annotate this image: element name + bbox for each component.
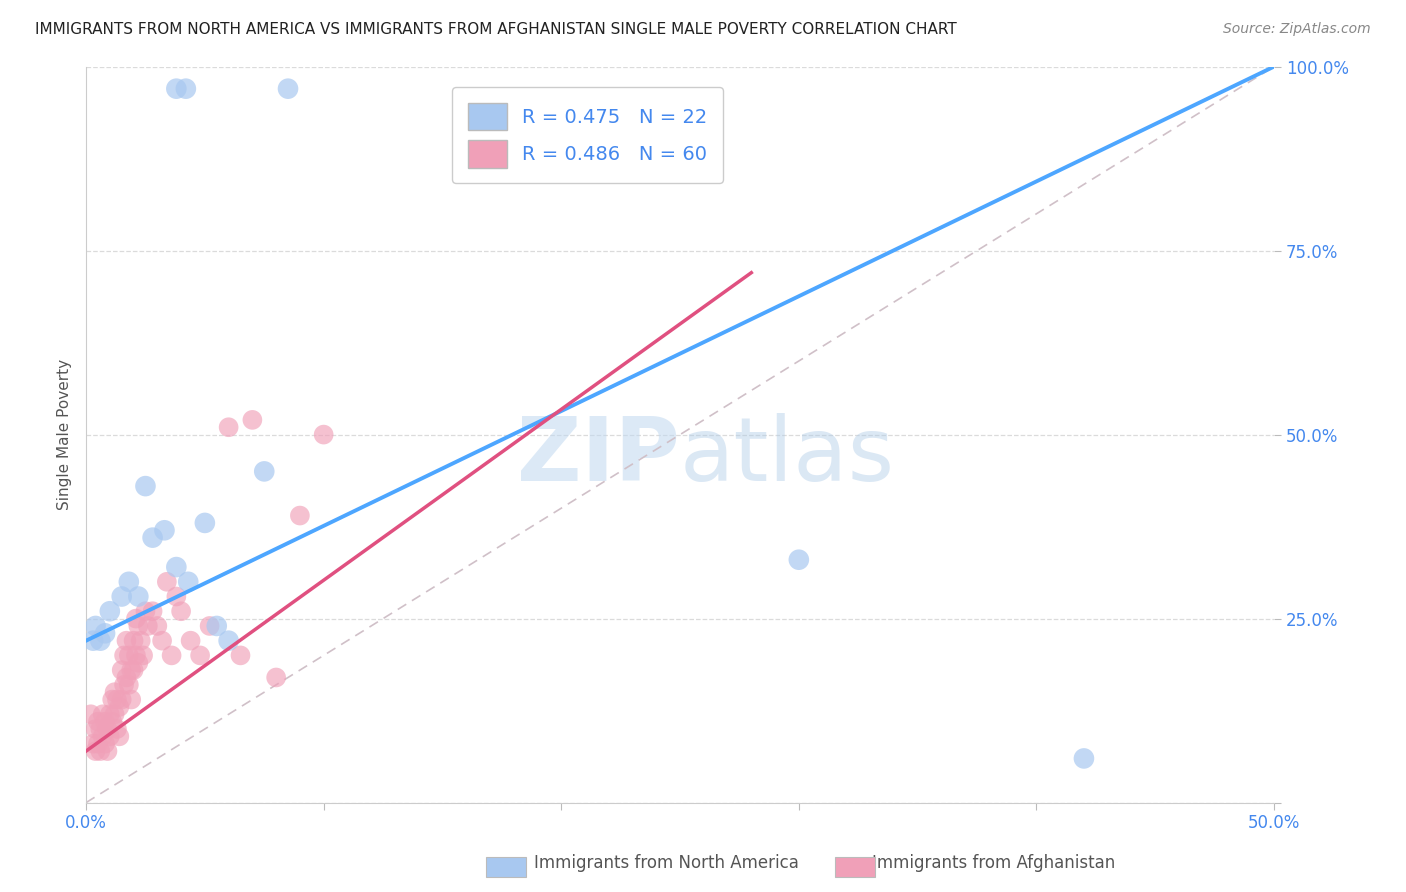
Legend: R = 0.475   N = 22, R = 0.486   N = 60: R = 0.475 N = 22, R = 0.486 N = 60: [453, 87, 723, 183]
Point: [142, 531, 165, 545]
Point: [127, 590, 149, 604]
Text: Immigrants from Afghanistan: Immigrants from Afghanistan: [872, 855, 1115, 872]
Point: [105, 692, 128, 706]
Point: [156, 574, 179, 589]
Point: [1073, 751, 1095, 765]
Point: [111, 590, 134, 604]
Text: atlas: atlas: [681, 413, 896, 500]
Point: [111, 692, 134, 706]
Point: [277, 81, 299, 95]
Point: [118, 648, 141, 663]
Point: [80, 707, 103, 722]
Point: [153, 523, 176, 537]
Point: [146, 619, 169, 633]
Point: [101, 714, 124, 729]
Point: [101, 692, 124, 706]
Point: [136, 619, 159, 633]
Point: [82, 737, 104, 751]
Text: Immigrants from North America: Immigrants from North America: [534, 855, 799, 872]
Point: [115, 633, 138, 648]
Y-axis label: Single Male Poverty: Single Male Poverty: [58, 359, 72, 510]
Point: [288, 508, 311, 523]
Point: [87, 714, 110, 729]
Point: [98, 730, 121, 744]
Point: [94, 737, 117, 751]
Point: [132, 648, 155, 663]
Point: [98, 707, 121, 722]
Point: [96, 744, 118, 758]
Point: [84, 744, 107, 758]
Point: [94, 626, 117, 640]
Point: [103, 707, 125, 722]
Point: [127, 656, 149, 670]
Point: [120, 692, 142, 706]
Point: [127, 619, 149, 633]
Point: [115, 671, 138, 685]
Point: [165, 560, 187, 574]
Point: [105, 722, 128, 736]
Point: [84, 619, 107, 633]
Point: [218, 633, 240, 648]
Point: [96, 722, 118, 736]
Point: [89, 722, 111, 736]
Point: [142, 604, 165, 618]
Point: [125, 611, 148, 625]
Point: [134, 604, 156, 618]
Point: [111, 663, 134, 677]
Point: [188, 648, 211, 663]
Point: [165, 81, 187, 95]
Point: [89, 744, 111, 758]
Point: [120, 663, 142, 677]
Point: [98, 604, 121, 618]
Text: ZIP: ZIP: [517, 413, 681, 500]
Point: [122, 633, 145, 648]
Point: [129, 633, 152, 648]
Point: [91, 730, 114, 744]
Point: [84, 722, 107, 736]
Text: IMMIGRANTS FROM NORTH AMERICA VS IMMIGRANTS FROM AFGHANISTAN SINGLE MALE POVERTY: IMMIGRANTS FROM NORTH AMERICA VS IMMIGRA…: [35, 22, 957, 37]
Point: [112, 678, 135, 692]
Point: [253, 464, 276, 478]
Point: [150, 633, 173, 648]
Point: [218, 420, 240, 434]
Point: [122, 663, 145, 677]
Point: [177, 574, 200, 589]
Point: [264, 671, 287, 685]
Point: [198, 619, 221, 633]
Point: [194, 516, 217, 530]
Point: [312, 427, 335, 442]
Point: [205, 619, 228, 633]
Point: [103, 685, 125, 699]
Point: [165, 590, 187, 604]
Point: [94, 714, 117, 729]
Point: [160, 648, 183, 663]
Point: [91, 707, 114, 722]
Point: [118, 678, 141, 692]
Text: Source: ZipAtlas.com: Source: ZipAtlas.com: [1223, 22, 1371, 37]
Point: [125, 648, 148, 663]
Point: [108, 730, 131, 744]
Point: [118, 574, 141, 589]
Point: [242, 413, 264, 427]
Point: [89, 633, 111, 648]
Point: [112, 648, 135, 663]
Point: [174, 81, 197, 95]
Point: [170, 604, 193, 618]
Point: [229, 648, 252, 663]
Point: [787, 552, 810, 566]
Point: [108, 700, 131, 714]
Point: [180, 633, 202, 648]
Point: [87, 737, 110, 751]
Point: [82, 633, 104, 648]
Point: [134, 479, 156, 493]
